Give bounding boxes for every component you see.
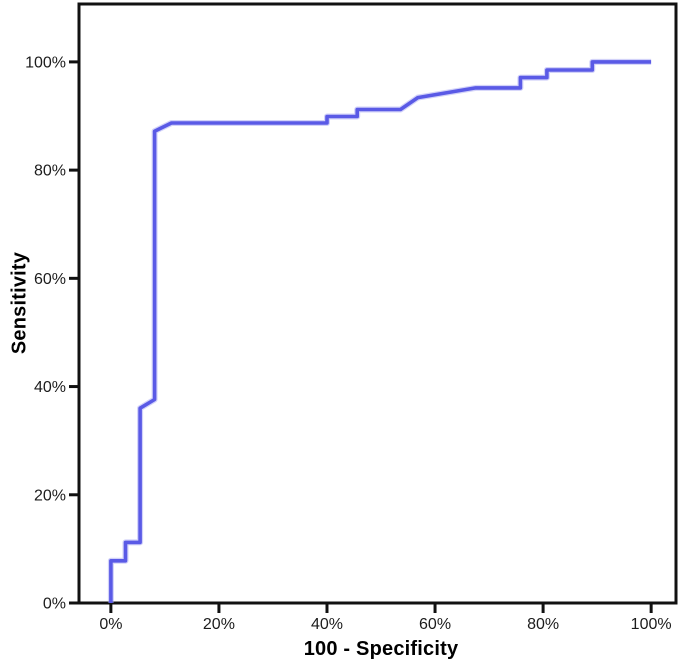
y-tick-label: 60% xyxy=(34,271,66,288)
y-tick-label: 100% xyxy=(25,54,66,71)
y-tick-label: 0% xyxy=(43,596,66,613)
x-axis-title: 100 - Specificity xyxy=(303,638,459,660)
y-tick-label: 80% xyxy=(34,163,66,180)
roc-series-path xyxy=(109,60,652,603)
x-tick-label: 80% xyxy=(527,616,559,633)
roc-series-path xyxy=(107,58,652,603)
x-tick-label: 0% xyxy=(99,616,122,633)
y-tick-label: 40% xyxy=(34,379,66,396)
x-tick-label: 60% xyxy=(419,616,451,633)
axis-tick-labels: 0% 20% 40% 60% 80% 100% 0% 20% 40% 60% 80% 100% xyxy=(25,54,672,633)
y-axis-title: Sensitivity xyxy=(8,251,31,355)
x-tick-label: 100% xyxy=(631,616,672,633)
x-tick-label: 40% xyxy=(311,616,343,633)
plot-box-border xyxy=(77,2,678,605)
roc-curve-line xyxy=(107,58,652,603)
x-tick-label: 20% xyxy=(203,616,235,633)
y-tick-label: 20% xyxy=(34,487,66,504)
axis-ticks xyxy=(69,60,653,613)
